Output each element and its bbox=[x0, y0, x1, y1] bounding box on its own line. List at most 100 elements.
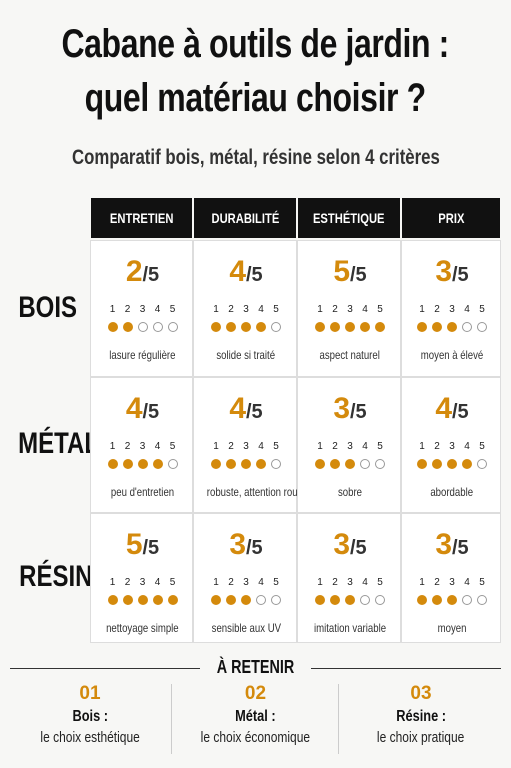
dot-filled bbox=[256, 322, 266, 332]
note-text: moyen à élevé bbox=[420, 348, 484, 362]
note-text: sobre bbox=[337, 485, 363, 499]
column-header-text: ESTHÉTIQUE bbox=[313, 210, 385, 226]
out-of: /5 bbox=[142, 537, 160, 559]
scale-label: 4 bbox=[258, 304, 264, 315]
scale-label: 2 bbox=[434, 441, 440, 452]
note-text: lasure régulière bbox=[109, 348, 176, 362]
note: aspect naturel bbox=[298, 348, 402, 362]
summary-title: À RETENIR bbox=[0, 657, 511, 678]
note-text: abordable bbox=[430, 485, 474, 499]
scale-label: 4 bbox=[154, 304, 161, 315]
cell: 4/5 1 2 3 4 5 abordable bbox=[401, 377, 501, 513]
out-of: /5 bbox=[142, 264, 160, 286]
dot-filled bbox=[315, 595, 325, 605]
dot-filled bbox=[226, 322, 236, 332]
dot-empty bbox=[271, 595, 281, 605]
score: 3 bbox=[333, 528, 350, 561]
out-of: /5 bbox=[452, 537, 469, 559]
divider bbox=[10, 668, 200, 669]
cell: 4/5 1 2 3 4 5 solide si traité bbox=[193, 240, 297, 377]
score: 4 bbox=[125, 392, 143, 425]
scale-label: 1 bbox=[109, 441, 116, 452]
title: quel matériau choisir ? bbox=[0, 76, 511, 121]
note-text: sensible aux UV bbox=[211, 621, 281, 635]
scale-label: 5 bbox=[377, 577, 383, 588]
scale-label: 2 bbox=[228, 577, 234, 588]
scale-label: 3 bbox=[139, 441, 146, 452]
row-label-text: MÉTAL bbox=[18, 427, 99, 460]
dot-filled bbox=[462, 459, 472, 469]
score-line: 3/5 bbox=[194, 528, 298, 562]
dot-filled bbox=[345, 595, 355, 605]
summary-text: le choix économique bbox=[172, 729, 339, 746]
dot-filled bbox=[447, 459, 457, 469]
scale-label: 5 bbox=[169, 441, 176, 452]
cell: 4/5 1 2 3 4 5 peu d'entretien bbox=[90, 377, 193, 513]
column-header-text: ENTRETIEN bbox=[109, 210, 174, 226]
title: Cabane à outils de jardin : bbox=[0, 22, 511, 67]
note: moyen à élevé bbox=[402, 348, 502, 362]
scale-label: 1 bbox=[213, 577, 219, 588]
summary-name: Bois : bbox=[8, 708, 172, 726]
dot-filled bbox=[375, 322, 385, 332]
dot-filled bbox=[315, 322, 325, 332]
scale-label: 2 bbox=[228, 304, 234, 315]
subtitle: Comparatif bois, métal, résine selon 4 c… bbox=[0, 146, 511, 170]
dot-filled bbox=[122, 322, 133, 332]
dot-empty bbox=[477, 322, 487, 332]
scale-label: 1 bbox=[419, 441, 425, 452]
dot-filled bbox=[330, 459, 340, 469]
scale-label: 4 bbox=[464, 441, 470, 452]
scale-label: 2 bbox=[124, 304, 131, 315]
dot-filled bbox=[447, 595, 457, 605]
score-line: 4/5 bbox=[194, 255, 298, 289]
dot-empty bbox=[360, 595, 370, 605]
out-of: /5 bbox=[246, 537, 263, 559]
note-text: robuste, attention rouille bbox=[206, 485, 310, 499]
cell: 3/5 1 2 3 4 5 sensible aux UV bbox=[193, 513, 297, 643]
dot-empty bbox=[375, 459, 385, 469]
dot-filled bbox=[107, 595, 118, 605]
scale-label: 1 bbox=[419, 577, 425, 588]
summary-text-text: le choix pratique bbox=[377, 729, 465, 746]
score-line: 3/5 bbox=[402, 255, 502, 289]
dot-filled bbox=[167, 595, 178, 605]
separator bbox=[171, 684, 172, 754]
summary-text-text: le choix esthétique bbox=[40, 729, 140, 746]
title-line: quel matériau choisir ? bbox=[84, 76, 427, 120]
dot-filled bbox=[241, 459, 251, 469]
score-line: 4/5 bbox=[402, 392, 502, 426]
dot-filled bbox=[417, 322, 427, 332]
subtitle-text: Comparatif bois, métal, résine selon 4 c… bbox=[71, 146, 440, 169]
score: 5 bbox=[333, 255, 350, 288]
dot-empty bbox=[256, 595, 266, 605]
scale-label: 1 bbox=[109, 304, 116, 315]
row-label: RÉSINE bbox=[8, 560, 108, 594]
note-text: solide si traité bbox=[216, 348, 276, 362]
summary-title-text: À RETENIR bbox=[216, 657, 295, 677]
dot-filled bbox=[360, 322, 370, 332]
scale-label: 4 bbox=[258, 577, 264, 588]
score: 2 bbox=[125, 255, 143, 288]
column-header-text: PRIX bbox=[437, 210, 465, 226]
dot-filled bbox=[345, 322, 355, 332]
summary-text: le choix esthétique bbox=[8, 729, 172, 746]
scale-label: 5 bbox=[273, 304, 279, 315]
score: 3 bbox=[435, 255, 452, 288]
scale-label: 2 bbox=[434, 577, 440, 588]
scale-label: 3 bbox=[449, 577, 455, 588]
scale-label: 4 bbox=[464, 304, 470, 315]
scale-label: 2 bbox=[228, 441, 234, 452]
scale-label: 1 bbox=[317, 577, 323, 588]
note: sobre bbox=[298, 485, 402, 499]
summary-number: 03 bbox=[410, 683, 432, 704]
score-line: 5/5 bbox=[91, 528, 194, 562]
score-line: 4/5 bbox=[194, 392, 298, 426]
dot-filled bbox=[122, 459, 133, 469]
summary-name-text: Métal : bbox=[235, 708, 276, 725]
note: lasure régulière bbox=[91, 348, 194, 362]
dot-empty bbox=[167, 459, 178, 469]
scale-label: 5 bbox=[169, 304, 176, 315]
dot-filled bbox=[122, 595, 133, 605]
